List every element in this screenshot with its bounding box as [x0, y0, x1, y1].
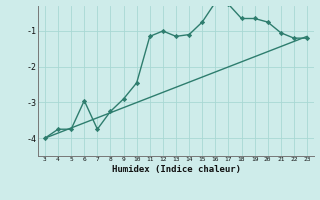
X-axis label: Humidex (Indice chaleur): Humidex (Indice chaleur): [111, 165, 241, 174]
